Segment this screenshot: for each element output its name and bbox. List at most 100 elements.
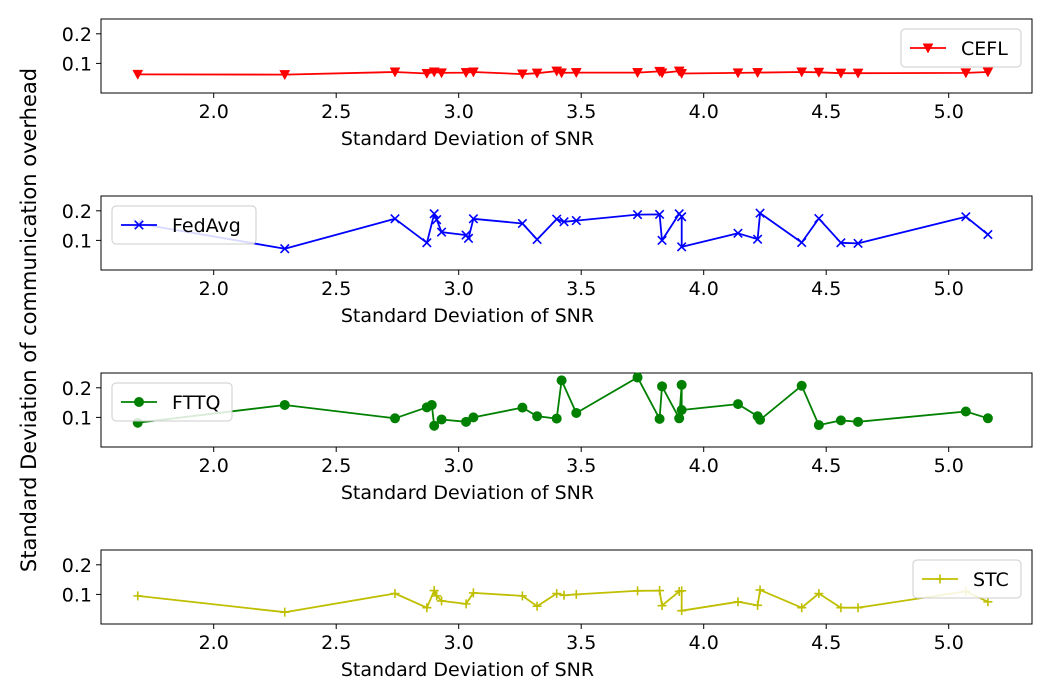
data-point	[463, 233, 474, 244]
x-tick-label: 2.0	[199, 632, 229, 654]
data-point	[517, 402, 528, 413]
legend-box	[111, 205, 257, 245]
data-point	[633, 586, 643, 596]
x-tick-label: 4.5	[811, 632, 841, 654]
y-tick-label: 0.1	[62, 230, 92, 252]
data-point	[516, 69, 528, 80]
data-point	[676, 68, 688, 79]
y-tick-label: 0.1	[62, 584, 92, 606]
data-point	[654, 209, 665, 220]
data-point	[432, 591, 442, 601]
data-point	[559, 590, 569, 600]
legend-label: STC	[973, 569, 1009, 591]
data-point	[551, 214, 562, 224]
x-tick-label: 4.0	[689, 632, 719, 654]
legend-label: FedAvg	[172, 215, 241, 237]
legend-marker	[922, 43, 934, 54]
data-point	[552, 589, 562, 599]
data-point	[279, 399, 290, 410]
data-point	[752, 68, 764, 79]
data-point	[835, 415, 846, 426]
data-point	[752, 234, 763, 244]
data-point	[983, 229, 993, 240]
data-point	[654, 413, 665, 424]
subplot-fttq: 2.0 2.5 3.0 3.5 4.0 4.5 5.0 0.1 0.2 Standard Devi…	[62, 372, 1033, 504]
x-tick-label: 2.5	[321, 455, 351, 477]
data-point	[813, 67, 825, 78]
data-point	[814, 589, 824, 599]
y-tick-label: 0.2	[62, 378, 92, 400]
x-tick-label: 5.0	[934, 632, 964, 654]
data-point	[468, 412, 479, 423]
y-tick-label: 0.1	[62, 53, 92, 75]
data-point	[655, 586, 665, 596]
data-point	[733, 597, 743, 607]
data-point	[853, 603, 863, 613]
data-point	[532, 234, 542, 245]
x-tick-label: 4.0	[689, 278, 719, 300]
x-axis-label: Standard Deviation of SNR	[341, 128, 594, 150]
subplot-cefl: 2.0 2.5 3.0 3.5 4.0 4.5 5.0 0.1 0.2 Standard Devi…	[62, 18, 1033, 150]
x-tick-label: 4.0	[689, 455, 719, 477]
legend-label: CEFL	[961, 38, 1008, 60]
data-point	[133, 591, 143, 601]
data-point	[279, 70, 291, 81]
data-point	[674, 413, 685, 424]
legend: STC	[912, 559, 1022, 599]
data-point	[632, 209, 643, 220]
data-point	[429, 586, 439, 596]
data-point	[390, 589, 400, 599]
subplot-fedavg: 2.0 2.5 3.0 3.5 4.0 4.5 5.0 0.1 0.2 Standard Devi…	[62, 195, 1033, 327]
data-point	[632, 68, 643, 79]
data-point	[428, 67, 440, 78]
data-point	[436, 68, 447, 79]
legend: FTTQ	[111, 382, 233, 422]
data-point	[676, 405, 687, 415]
data-point	[468, 214, 479, 224]
data-point	[422, 603, 432, 613]
y-tick-label: 0.2	[62, 24, 92, 46]
data-point	[961, 211, 971, 222]
x-tick-label: 3.0	[444, 632, 474, 654]
y-tick-label: 0.1	[62, 407, 92, 429]
data-point	[389, 67, 401, 78]
figure-y-axis-label: Standard Deviation of communication over…	[17, 68, 41, 572]
data-point	[437, 596, 447, 606]
data-point	[797, 603, 807, 613]
data-point	[657, 381, 668, 392]
data-point	[429, 420, 440, 431]
data-point	[280, 607, 290, 617]
data-point	[657, 235, 667, 246]
legend-box	[912, 559, 1022, 599]
data-point	[556, 375, 567, 386]
x-axis-label: Standard Deviation of SNR	[341, 482, 594, 504]
data-point	[571, 589, 581, 599]
data-point	[753, 600, 763, 610]
data-point	[796, 67, 808, 78]
data-point	[431, 214, 442, 225]
data-point	[657, 601, 667, 611]
x-tick-label: 3.5	[566, 278, 596, 300]
data-point	[571, 215, 582, 226]
x-tick-label: 4.5	[811, 455, 841, 477]
data-point	[853, 238, 863, 249]
data-point	[460, 68, 472, 79]
data-point	[468, 588, 478, 598]
x-tick-label: 2.5	[321, 101, 351, 123]
data-point	[429, 208, 439, 219]
data-point	[517, 218, 528, 229]
x-tick-label: 3.5	[566, 101, 596, 123]
x-tick-label: 5.0	[934, 101, 964, 123]
x-tick-label: 4.5	[811, 101, 841, 123]
data-point	[796, 237, 807, 248]
x-tick-label: 3.0	[444, 101, 474, 123]
data-point	[559, 216, 569, 227]
data-point	[436, 227, 447, 237]
plot-frame	[100, 195, 1033, 271]
data-point	[556, 68, 568, 79]
subplots: 2.0 2.5 3.0 3.5 4.0 4.5 5.0 0.1 0.2 Standard Devi…	[62, 18, 1033, 681]
data-point	[570, 68, 582, 79]
data-point	[436, 414, 447, 425]
data-point	[853, 416, 864, 427]
